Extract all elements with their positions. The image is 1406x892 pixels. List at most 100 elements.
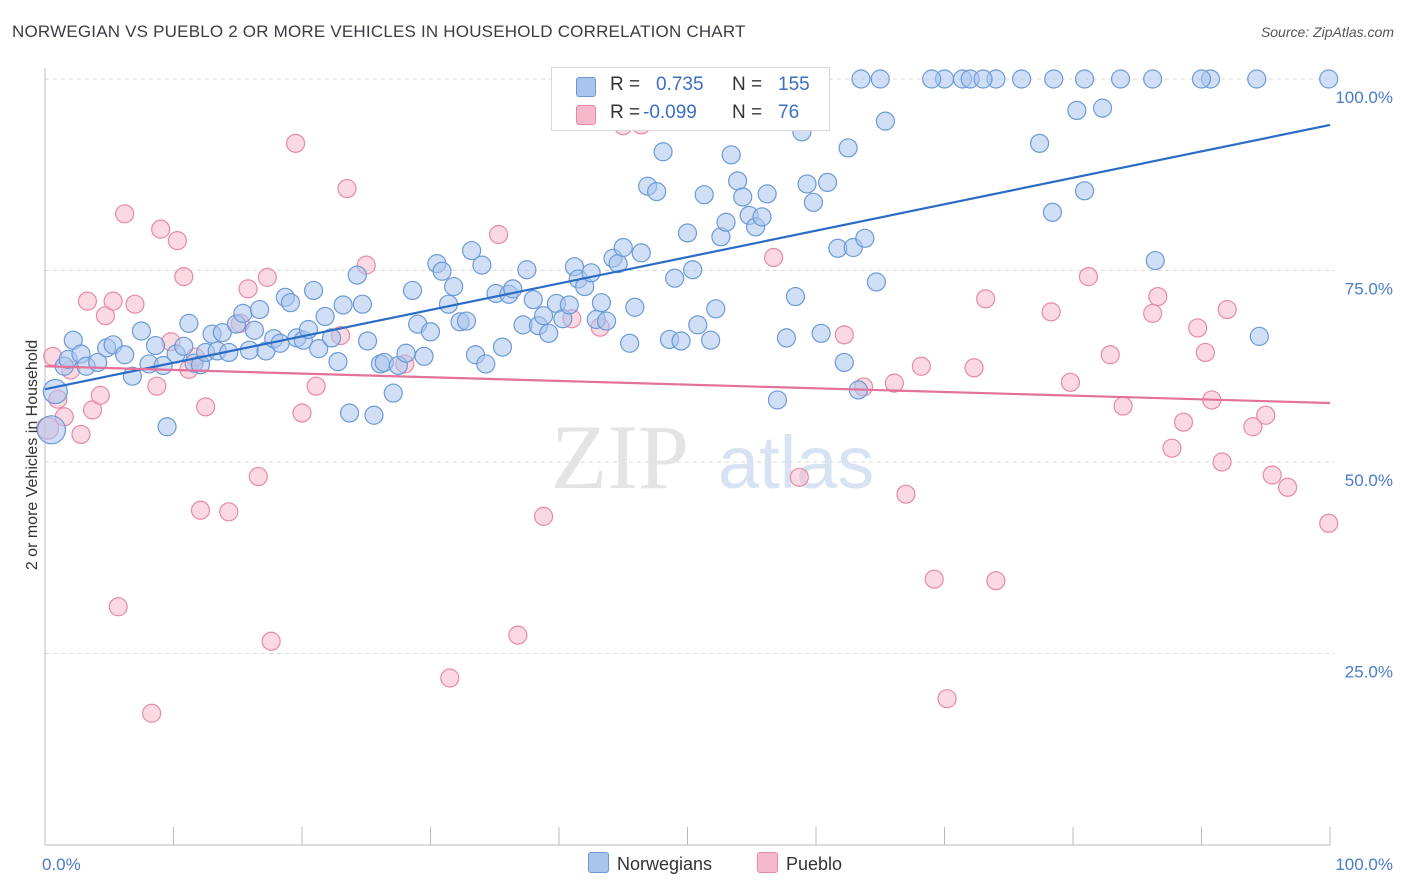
norwegians-point [174,336,194,356]
norwegians-point [834,352,854,373]
norwegians-point [145,335,166,356]
norwegians-point [42,378,68,405]
norwegians-point [414,346,434,366]
norwegians-point [665,268,685,288]
norwegians-point [688,315,708,335]
norwegians-point [767,390,788,410]
norwegians-point [523,290,543,310]
norwegians-point [462,240,482,261]
norwegians-point [785,286,806,307]
pueblo-point [292,403,312,423]
pueblo-point [508,625,528,645]
chart-source: Source: ZipAtlas.com [1260,24,1394,40]
norwegians-point [591,293,612,313]
watermark-atlas: atlas [718,421,874,504]
legend-swatch-norwegians [588,852,609,873]
pueblo-point [1217,299,1237,320]
pueblo-point [884,373,904,393]
norwegians-point [303,280,324,301]
norwegians-point [1319,69,1339,89]
norwegians-point [728,171,748,191]
norwegians-point [1029,133,1050,153]
norwegians-point [328,352,348,372]
trend-lines [44,123,1331,405]
norwegians-point [472,255,492,275]
norwegians-point [539,323,559,343]
pueblo-point [489,224,509,245]
norwegians-point [1044,69,1064,89]
norwegians-point [803,192,824,212]
norwegians-point [396,343,416,363]
pueblo-point [1162,438,1182,458]
legend-item-norwegians: Norwegians [588,852,712,875]
pueblo-point [964,358,984,378]
x-tick-label: 0.0% [42,855,81,874]
norwegians-point [817,172,838,193]
pueblo-point [285,133,306,153]
norwegians-point [1074,69,1095,89]
norwegians-point [383,383,403,403]
pueblo-trend-line [44,365,1331,405]
legend-item-pueblo: Pueblo [757,852,842,875]
pueblo-point [789,467,809,487]
norwegians-point [797,174,817,194]
pueblo-point [261,631,281,651]
norwegians-point [420,322,441,342]
norwegians-point [620,333,640,353]
pueblo-point [1277,477,1298,497]
legend-swatch-pueblo [576,105,596,125]
norwegians-point [339,403,360,423]
norwegians-points [36,69,1339,445]
norwegians-point [694,185,714,205]
pueblo-point [1188,318,1208,338]
norwegians-point [456,311,477,331]
grid-lines [45,78,1335,654]
y-tick-label: 75.0% [1345,280,1393,299]
norwegians-point [517,260,537,280]
norwegians-point [838,138,858,158]
norwegians-point [244,320,265,340]
norwegians-point [973,69,993,89]
norwegians-point [1249,326,1269,346]
pueblo-point [238,279,258,299]
norwegians-point [677,223,698,243]
norwegians-point [922,69,942,89]
pueblo-point [1113,396,1133,416]
norwegians-point [851,69,871,89]
pueblo-point [986,571,1006,591]
legend-r-label: R = [610,74,641,95]
legend-r-value: -0.099 [643,102,697,123]
pueblo-point [1173,412,1194,432]
norwegians-point [1191,69,1212,89]
pueblo-point [103,291,123,311]
norwegians-point [492,337,513,357]
legend-row-norwegians: R = 0.735 N = 155 [552,73,829,101]
pueblo-point [1319,513,1339,533]
norwegians-point [653,142,673,162]
pueblo-point [834,325,854,345]
legend-r-value: 0.735 [656,74,704,95]
pueblo-point [115,204,135,224]
norwegians-point [733,187,753,207]
norwegians-point [866,272,886,292]
norwegians-point [364,405,384,425]
norwegians-point [131,321,151,341]
pueblo-point [219,502,239,522]
y-axis-label: 2 or more Vehicles in Household [24,340,41,570]
pueblo-point [151,219,171,239]
norwegians-point [776,328,797,348]
pueblo-point [1041,302,1061,322]
norwegians-point [701,330,721,350]
norwegians-point [1145,250,1165,271]
pueblo-point [763,247,784,268]
pueblo-point [147,376,167,396]
norwegians-point [1092,98,1113,118]
norwegians-point [1074,181,1095,201]
pueblo-point [976,289,996,309]
tick-labels: 100.0% 75.0% 50.0% 25.0% 0.0% 100.0% [42,88,1393,874]
norwegians-point [1110,69,1131,89]
y-tick-label: 25.0% [1345,663,1393,682]
norwegians-point [811,323,831,343]
legend-row-pueblo: R = -0.099 N = 76 [552,101,829,129]
